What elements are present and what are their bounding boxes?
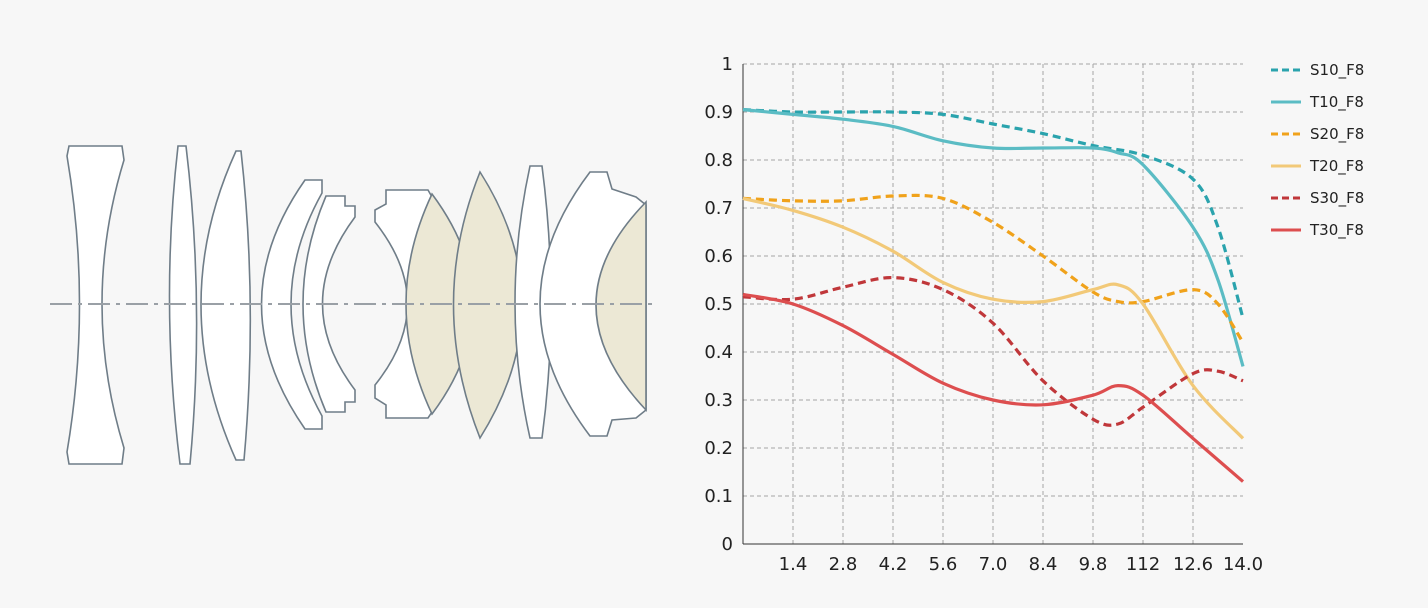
x-tick-label: 5.6 xyxy=(929,554,958,575)
x-tick-label: 12.6 xyxy=(1173,554,1213,575)
series-line-t10-f8 xyxy=(742,108,1245,367)
legend-label: T30_F8 xyxy=(1309,221,1364,240)
lens-element-3 xyxy=(200,150,252,461)
legend-label: S30_F8 xyxy=(1310,189,1364,208)
x-tick-label: 112 xyxy=(1126,554,1160,575)
chart-series xyxy=(742,108,1245,483)
chart-legend: S10_F8 T10_F8 S20_F8 T20_F8 S30_F8 T30_F8 xyxy=(1271,61,1364,240)
legend-label: T20_F8 xyxy=(1309,157,1364,176)
y-tick-label: 0.3 xyxy=(704,390,733,411)
y-tick-label: 0.4 xyxy=(704,342,733,363)
series-line-s30-f8 xyxy=(742,275,1244,427)
x-tick-label: 7.0 xyxy=(979,554,1008,575)
y-tick-label: 0.2 xyxy=(704,438,733,459)
x-tick-label: 1.4 xyxy=(779,554,808,575)
lens-diagram xyxy=(50,145,656,465)
lens-element-9 xyxy=(514,165,552,439)
y-tick-label: 0.5 xyxy=(704,294,733,315)
y-tick-label: 0 xyxy=(722,534,733,555)
y-tick-labels: 0 0.1 0.2 0.3 0.4 0.5 0.6 0.7 0.8 0.9 1 xyxy=(704,54,733,555)
lens-element-5 xyxy=(302,195,356,413)
x-tick-label: 9.8 xyxy=(1079,554,1108,575)
series-line-t20-f8 xyxy=(742,196,1245,440)
legend-label: T10_F8 xyxy=(1309,93,1364,112)
series-line-s10-f8 xyxy=(742,108,1245,319)
y-tick-label: 0.7 xyxy=(704,198,733,219)
series-line-t30-f8 xyxy=(742,292,1245,483)
lens-element-11 xyxy=(595,200,647,413)
chart-axes xyxy=(742,64,1243,545)
lens-element-4 xyxy=(260,179,323,430)
x-tick-label: 2.8 xyxy=(829,554,858,575)
x-tick-label: 4.2 xyxy=(879,554,908,575)
chart-grid xyxy=(743,63,1243,544)
mtf-chart: 0 0.1 0.2 0.3 0.4 0.5 0.6 0.7 0.8 0.9 1 1.4 2.8 4.2 5… xyxy=(704,54,1364,575)
y-tick-label: 0.1 xyxy=(704,486,733,507)
x-tick-label: 8.4 xyxy=(1029,554,1058,575)
y-tick-label: 0.6 xyxy=(704,246,733,267)
y-tick-label: 0.9 xyxy=(704,102,733,123)
series-line-s20-f8 xyxy=(742,193,1245,344)
x-tick-label: 14.0 xyxy=(1223,554,1263,575)
legend-label: S10_F8 xyxy=(1310,61,1364,80)
y-tick-label: 1 xyxy=(722,54,733,75)
y-tick-label: 0.8 xyxy=(704,150,733,171)
x-tick-labels: 1.4 2.8 4.2 5.6 7.0 8.4 9.8 112 12.6 14.0 xyxy=(779,554,1263,575)
legend-label: S20_F8 xyxy=(1310,125,1364,144)
